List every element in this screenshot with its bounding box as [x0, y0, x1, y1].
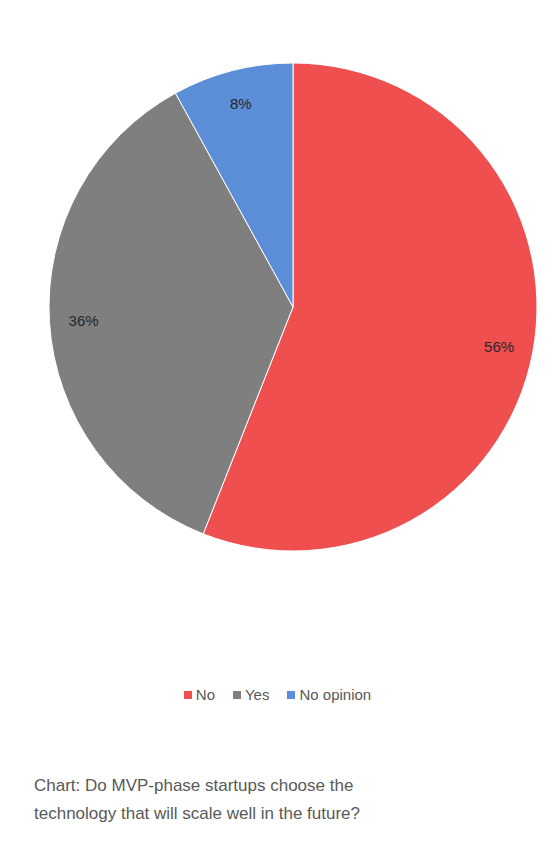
- html-text:No: No: [195, 686, 215, 703]
- html-text:No opinion: No opinion: [299, 686, 372, 703]
- html-text:Yes: Yes: [245, 686, 270, 703]
- svg-text:56%: 56%: [484, 338, 514, 355]
- html-text:Chart: Do MVP-phase startups c: Chart: Do MVP-phase startups choose the …: [34, 776, 360, 823]
- svg-text:8%: 8%: [230, 95, 252, 112]
- svg-text:36%: 36%: [69, 312, 99, 329]
